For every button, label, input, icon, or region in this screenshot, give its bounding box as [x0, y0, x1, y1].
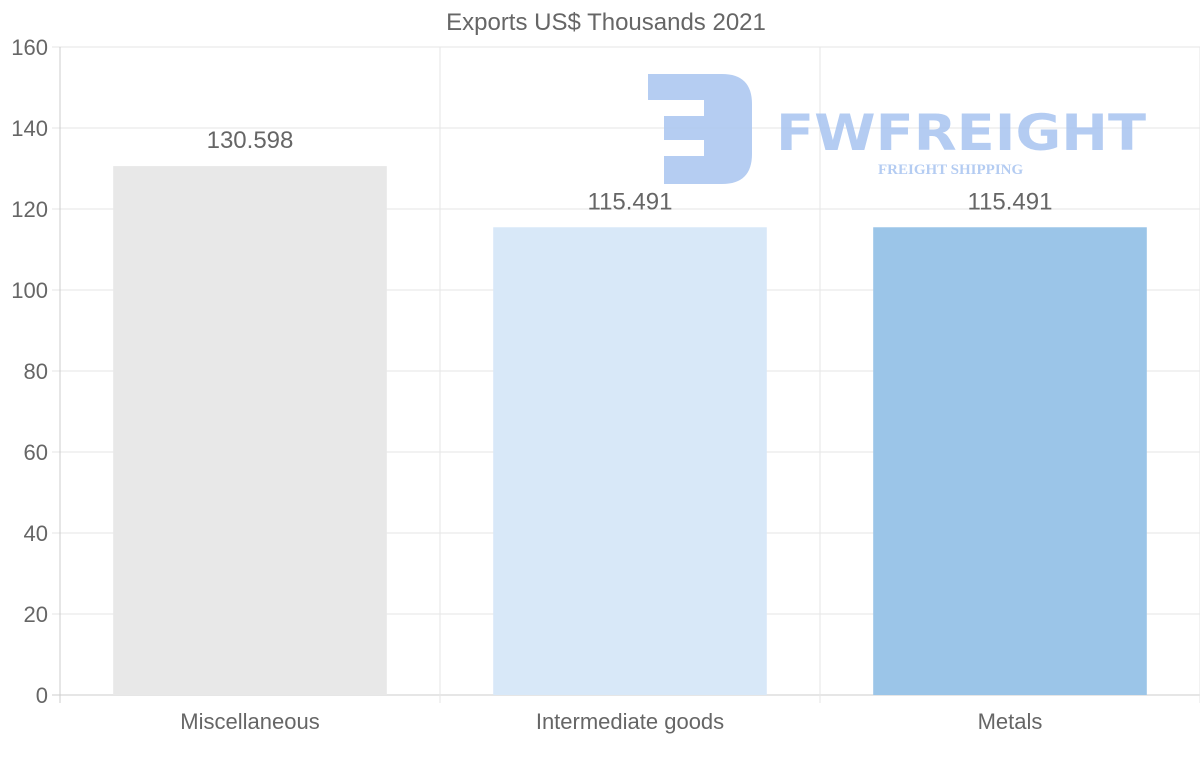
y-tick-label: 0 — [36, 683, 48, 708]
y-tick-label: 100 — [11, 278, 48, 303]
watermark-brand: FWFREIGHT — [776, 104, 1146, 162]
x-tick-label: Miscellaneous — [180, 709, 319, 734]
y-tick-label: 120 — [11, 197, 48, 222]
data-label: 130.598 — [207, 127, 294, 154]
bar — [493, 227, 767, 695]
y-tick-label: 160 — [11, 35, 48, 60]
logo-mark-icon — [648, 74, 752, 184]
x-tick-label: Metals — [978, 709, 1043, 734]
bars: 130.598 115.491 115.491 — [113, 127, 1147, 695]
y-tick-label: 140 — [11, 116, 48, 141]
fwfreight-watermark-logo: FWFREIGHT FREIGHT SHIPPING — [648, 74, 1146, 184]
x-axis: Miscellaneous Intermediate goods Metals — [180, 709, 1042, 734]
bar — [873, 227, 1147, 695]
x-tick-label: Intermediate goods — [536, 709, 724, 734]
bar — [113, 166, 387, 695]
y-tick-label: 20 — [24, 602, 48, 627]
y-tick-label: 60 — [24, 440, 48, 465]
chart-title: Exports US$ Thousands 2021 — [446, 9, 766, 36]
data-label: 115.491 — [588, 188, 673, 215]
y-tick-label: 40 — [24, 521, 48, 546]
y-tick-label: 80 — [24, 359, 48, 384]
data-label: 115.491 — [968, 188, 1053, 215]
watermark-tagline: FREIGHT SHIPPING — [878, 162, 1023, 178]
y-axis: 0 20 40 60 80 100 120 140 160 — [11, 35, 48, 708]
